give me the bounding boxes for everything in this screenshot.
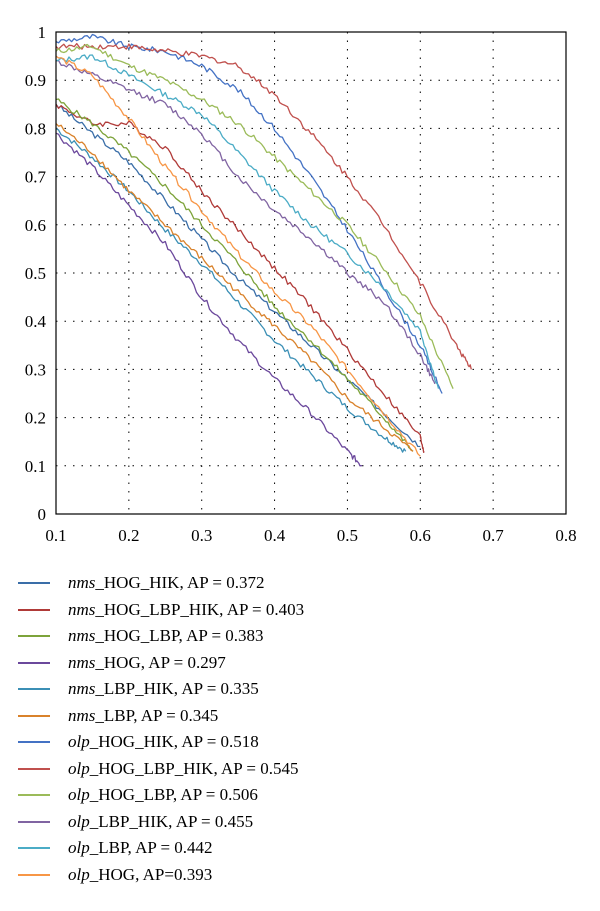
legend-label-prefix: nms bbox=[68, 599, 96, 619]
series-line-olp-8 bbox=[55, 43, 454, 389]
series-line-olp-6 bbox=[55, 33, 443, 394]
legend-label-text: _HOG_HIK, AP = 0.372 bbox=[95, 573, 265, 593]
legend-label-text: _HOG_LBP, AP = 0.383 bbox=[95, 626, 264, 646]
legend-label-text: _LBP, AP = 0.345 bbox=[95, 705, 219, 725]
legend-swatch bbox=[18, 608, 50, 611]
legend-item: olp_HOG_LBP, AP = 0.506 bbox=[18, 782, 304, 809]
legend-label: olp_LBP_HIK, AP = 0.455 bbox=[68, 812, 253, 832]
y-tick-label: 0.9 bbox=[25, 71, 46, 90]
legend-item: olp_LBP, AP = 0.442 bbox=[18, 835, 304, 862]
series-line-olp-10 bbox=[55, 54, 440, 389]
legend-label-text: _HOG_LBP_HIK, AP = 0.545 bbox=[89, 758, 299, 778]
legend-label: olp_HOG_LBP, AP = 0.506 bbox=[68, 785, 258, 805]
y-tick-labels: 0 0.1 0.2 0.3 0.4 0.5 0.6 0.7 0.8 0.9 1 bbox=[25, 23, 47, 524]
legend-item: nms_HOG, AP = 0.297 bbox=[18, 650, 304, 677]
legend-label: nms_HOG, AP = 0.297 bbox=[68, 653, 226, 673]
legend: nms_HOG_HIK, AP = 0.372 nms_HOG_LBP_HIK, … bbox=[18, 570, 304, 888]
legend-label-prefix: olp bbox=[68, 838, 90, 858]
legend-swatch bbox=[18, 714, 50, 717]
legend-swatch bbox=[18, 635, 50, 638]
legend-item: olp_HOG, AP=0.393 bbox=[18, 862, 304, 889]
legend-label-text: _LBP_HIK, AP = 0.455 bbox=[89, 811, 254, 831]
legend-swatch bbox=[18, 767, 50, 770]
legend-item: nms_LBP, AP = 0.345 bbox=[18, 703, 304, 730]
x-tick-label: 0.7 bbox=[483, 526, 505, 545]
legend-item: nms_HOG_LBP_HIK, AP = 0.403 bbox=[18, 597, 304, 624]
x-tick-label: 0.8 bbox=[555, 526, 576, 545]
legend-swatch bbox=[18, 661, 50, 664]
x-tick-label: 0.5 bbox=[337, 526, 358, 545]
series-line-olp-11 bbox=[55, 55, 421, 457]
legend-label-text: _LBP_HIK, AP = 0.335 bbox=[95, 679, 259, 699]
series-line-olp-9 bbox=[55, 59, 436, 385]
x-tick-label: 0.4 bbox=[264, 526, 286, 545]
legend-swatch bbox=[18, 820, 50, 823]
legend-label-prefix: olp bbox=[68, 732, 90, 752]
series-line-olp-7 bbox=[55, 42, 472, 370]
legend-label-text: _HOG, AP=0.393 bbox=[89, 864, 213, 884]
series-line-nms-2 bbox=[55, 98, 414, 452]
legend-item: olp_HOG_LBP_HIK, AP = 0.545 bbox=[18, 756, 304, 783]
x-tick-label: 0.2 bbox=[118, 526, 139, 545]
legend-label: nms_LBP, AP = 0.345 bbox=[68, 706, 218, 726]
legend-label: nms_HOG_LBP, AP = 0.383 bbox=[68, 626, 264, 646]
plot-frame bbox=[55, 31, 567, 515]
series-line-nms-3 bbox=[55, 132, 363, 467]
series-lines bbox=[55, 33, 472, 467]
legend-swatch bbox=[18, 794, 50, 797]
legend-label: olp_HOG, AP=0.393 bbox=[68, 865, 212, 885]
y-tick-label: 0.1 bbox=[25, 457, 46, 476]
legend-item: olp_HOG_HIK, AP = 0.518 bbox=[18, 729, 304, 756]
legend-item: nms_HOG_LBP, AP = 0.383 bbox=[18, 623, 304, 650]
y-tick-label: 0.8 bbox=[25, 119, 46, 138]
y-tick-label: 0.2 bbox=[25, 409, 46, 428]
x-tick-label: 0.6 bbox=[410, 526, 431, 545]
y-tick-label: 1 bbox=[38, 23, 47, 42]
legend-label-prefix: nms bbox=[68, 626, 96, 646]
legend-label-prefix: olp bbox=[68, 864, 90, 884]
legend-label: nms_HOG_LBP_HIK, AP = 0.403 bbox=[68, 600, 304, 620]
legend-label: olp_HOG_LBP_HIK, AP = 0.545 bbox=[68, 759, 298, 779]
legend-label-prefix: nms bbox=[68, 679, 96, 699]
legend-label: olp_LBP, AP = 0.442 bbox=[68, 838, 213, 858]
legend-label-text: _HOG_LBP, AP = 0.506 bbox=[89, 785, 258, 805]
y-tick-label: 0.6 bbox=[25, 216, 46, 235]
legend-label-text: _HOG_HIK, AP = 0.518 bbox=[89, 732, 259, 752]
legend-item: nms_LBP_HIK, AP = 0.335 bbox=[18, 676, 304, 703]
series-line-nms-0 bbox=[55, 103, 421, 448]
legend-swatch bbox=[18, 741, 50, 744]
x-tick-label: 0.3 bbox=[191, 526, 212, 545]
legend-item: nms_HOG_HIK, AP = 0.372 bbox=[18, 570, 304, 597]
series-line-nms-1 bbox=[55, 103, 425, 454]
legend-swatch bbox=[18, 847, 50, 850]
legend-label-prefix: olp bbox=[68, 785, 90, 805]
legend-swatch bbox=[18, 873, 50, 876]
legend-label-prefix: nms bbox=[68, 573, 96, 593]
legend-label-prefix: nms bbox=[68, 652, 96, 672]
legend-label: olp_HOG_HIK, AP = 0.518 bbox=[68, 732, 259, 752]
y-tick-label: 0.7 bbox=[25, 168, 47, 187]
precision-recall-chart: 0.1 0.2 0.3 0.4 0.5 0.6 0.7 0.8 00.10.20.30.40.… bbox=[25, 23, 577, 545]
x-tick-labels: 0.1 0.2 0.3 0.4 0.5 0.6 0.7 0.8 bbox=[45, 526, 576, 545]
legend-label-text: _HOG, AP = 0.297 bbox=[95, 652, 226, 672]
legend-label-text: _HOG_LBP_HIK, AP = 0.403 bbox=[95, 599, 305, 619]
y-tick-label: 0 bbox=[38, 505, 47, 524]
grid-lines bbox=[56, 32, 566, 514]
legend-label-prefix: olp bbox=[68, 758, 90, 778]
y-tick-label: 0.5 bbox=[25, 264, 46, 283]
legend-label-prefix: nms bbox=[68, 705, 96, 725]
y-tick-label: 0.4 bbox=[25, 312, 47, 331]
series-line-nms-5 bbox=[55, 123, 414, 452]
legend-label-text: _LBP, AP = 0.442 bbox=[89, 838, 213, 858]
legend-label: nms_LBP_HIK, AP = 0.335 bbox=[68, 679, 259, 699]
y-tick-label: 0.3 bbox=[25, 360, 46, 379]
legend-swatch bbox=[18, 582, 50, 585]
legend-item: olp_LBP_HIK, AP = 0.455 bbox=[18, 809, 304, 836]
x-tick-label: 0.1 bbox=[45, 526, 66, 545]
legend-swatch bbox=[18, 688, 50, 691]
legend-label: nms_HOG_HIK, AP = 0.372 bbox=[68, 573, 264, 593]
legend-label-prefix: olp bbox=[68, 811, 90, 831]
